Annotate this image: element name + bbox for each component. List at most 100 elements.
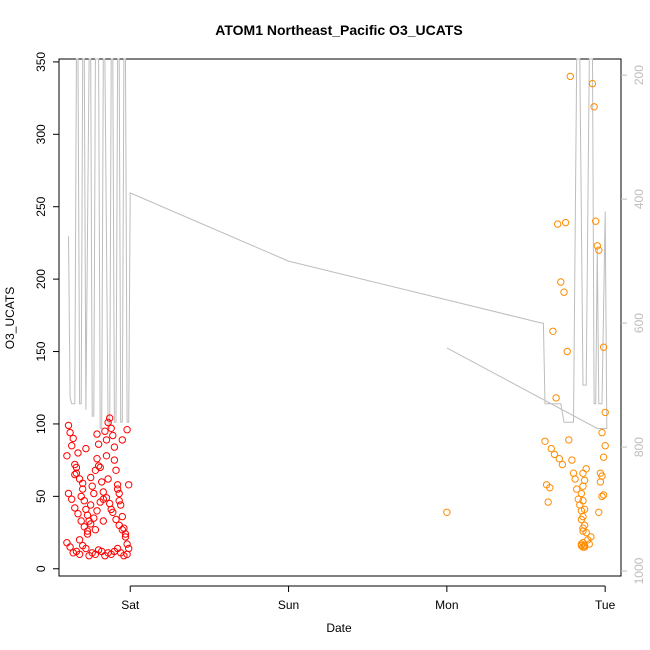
- data-point: [96, 498, 104, 506]
- data-point: [552, 394, 560, 402]
- data-point: [565, 436, 573, 444]
- data-point: [541, 437, 549, 445]
- data-point: [96, 463, 104, 472]
- y-tick-label: 300: [34, 124, 48, 144]
- data-point: [568, 456, 576, 464]
- data-point: [75, 550, 84, 558]
- ozone-points: [63, 72, 609, 560]
- data-point: [90, 489, 98, 498]
- y-tick-label: 250: [34, 196, 48, 216]
- data-point: [601, 442, 609, 450]
- data-point: [75, 536, 84, 544]
- data-point: [72, 463, 81, 472]
- y-tick-label: 100: [34, 414, 48, 434]
- data-point: [63, 539, 71, 547]
- data-point: [592, 217, 600, 225]
- y2-tick-label: 200: [632, 65, 646, 85]
- data-point: [546, 484, 554, 492]
- data-point: [82, 444, 90, 453]
- data-point: [561, 218, 570, 227]
- data-point: [113, 481, 122, 489]
- data-point: [107, 424, 115, 432]
- data-point: [113, 485, 122, 493]
- data-point: [443, 508, 451, 516]
- data-point: [68, 442, 76, 450]
- y-tick-label: 0: [34, 565, 48, 572]
- data-point: [110, 456, 119, 464]
- data-point: [104, 418, 112, 427]
- data-point: [101, 427, 109, 435]
- data-point: [550, 450, 559, 459]
- data-point: [87, 473, 95, 482]
- chart-title: ATOM1 Northeast_Pacific O3_UCATS: [215, 22, 462, 38]
- data-point: [117, 501, 125, 509]
- data-point: [112, 466, 120, 474]
- data-point: [83, 527, 92, 535]
- data-point: [118, 512, 127, 521]
- y2-tick-label: 800: [632, 437, 646, 457]
- y-tick-label: 150: [34, 341, 48, 361]
- data-point: [82, 544, 90, 553]
- data-point: [579, 524, 587, 532]
- data-point: [66, 428, 74, 437]
- data-point: [74, 449, 82, 457]
- data-point: [123, 426, 131, 434]
- data-point: [598, 492, 606, 501]
- data-point: [123, 540, 131, 548]
- data-point: [74, 510, 82, 518]
- data-point: [573, 485, 581, 493]
- data-point: [595, 508, 603, 516]
- data-point: [560, 288, 568, 296]
- data-point: [571, 475, 579, 483]
- data-point: [580, 543, 589, 551]
- data-point: [87, 501, 95, 509]
- y-tick-label: 350: [34, 52, 48, 72]
- data-point: [590, 103, 598, 111]
- data-point: [598, 428, 606, 437]
- data-point: [554, 220, 562, 228]
- data-point: [94, 462, 103, 470]
- data-point: [93, 507, 101, 515]
- data-point: [599, 491, 608, 499]
- data-point: [93, 430, 101, 438]
- data-point: [71, 504, 79, 512]
- data-point: [63, 452, 71, 460]
- data-point: [69, 434, 77, 443]
- data-point: [118, 436, 127, 444]
- x-axis: Sat Sun Mon Tue: [121, 585, 616, 612]
- data-point: [93, 455, 101, 463]
- data-point: [566, 72, 574, 81]
- pressure-line: [68, 58, 608, 429]
- data-point: [544, 498, 552, 506]
- data-point: [98, 478, 106, 486]
- data-point: [115, 489, 123, 498]
- data-point: [580, 476, 589, 485]
- data-point: [580, 505, 589, 514]
- data-point: [102, 452, 111, 460]
- data-point: [72, 469, 81, 477]
- data-point: [77, 517, 85, 525]
- data-point: [579, 527, 587, 535]
- data-point: [91, 466, 100, 474]
- data-point: [115, 497, 123, 505]
- data-point: [109, 431, 117, 440]
- x-tick-label: Sat: [121, 598, 140, 612]
- data-point: [88, 482, 96, 490]
- y2-tick-label: 400: [632, 189, 646, 209]
- data-point: [107, 505, 115, 514]
- data-point: [102, 436, 111, 444]
- data-point: [599, 453, 608, 461]
- x-tick-label: Mon: [435, 598, 458, 612]
- x-tick-label: Tue: [595, 598, 616, 612]
- x-tick-label: Sun: [278, 598, 299, 612]
- data-point: [112, 515, 120, 524]
- data-point: [599, 343, 608, 351]
- data-point: [68, 495, 76, 503]
- plot-area: [58, 58, 622, 577]
- y-tick-label: 200: [34, 269, 48, 289]
- y-axis-left: 0 50 100 150 200 250 300 350: [34, 52, 59, 572]
- y-axis-label: O3_UCATS: [3, 287, 17, 349]
- data-point: [80, 497, 89, 505]
- data-point: [557, 278, 565, 286]
- data-point: [102, 494, 111, 502]
